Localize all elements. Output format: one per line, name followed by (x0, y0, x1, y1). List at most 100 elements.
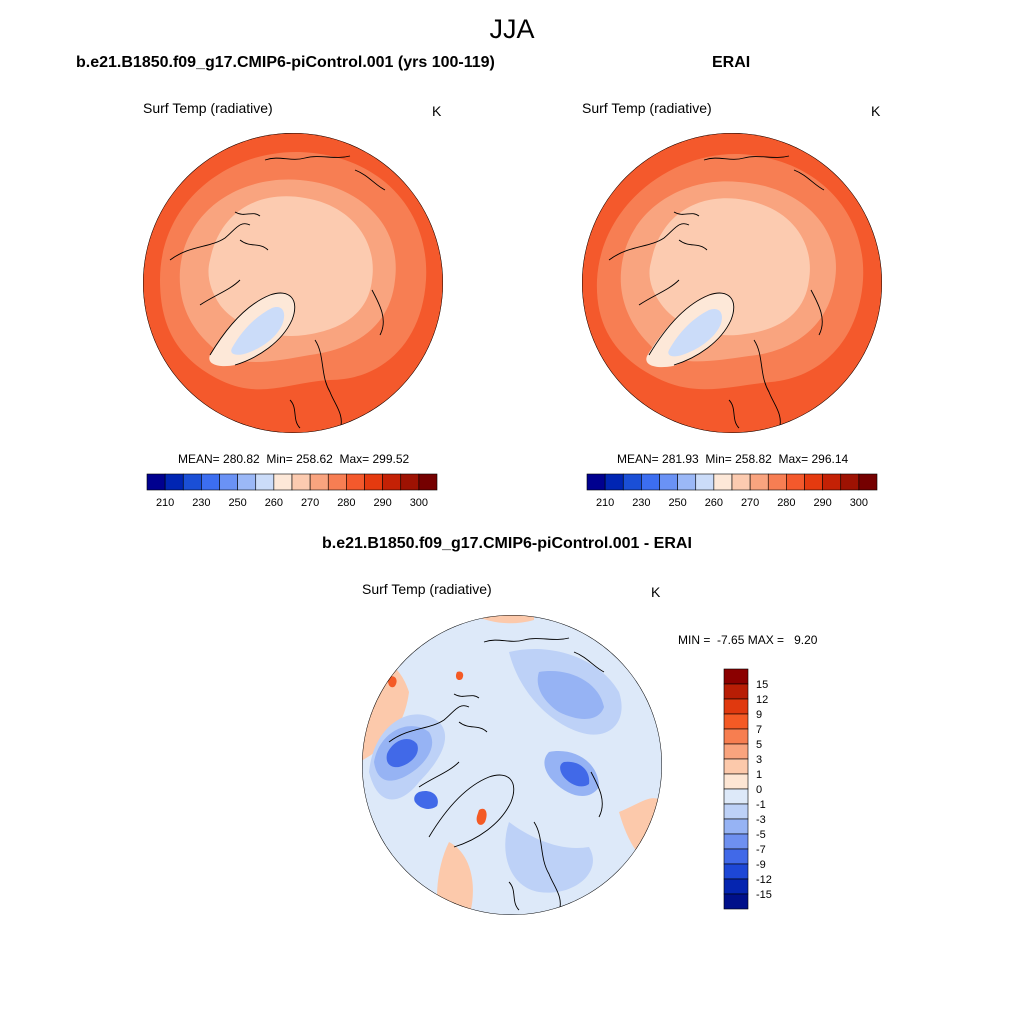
panel-3-variable: Surf Temp (radiative) (362, 581, 492, 597)
map-coastlines (388, 637, 605, 913)
colorbar-swatch (804, 473, 823, 491)
colorbar-tick-label: 230 (192, 497, 210, 509)
colorbar-tick-label: 5 (756, 739, 762, 751)
max-label: Max= (339, 452, 370, 466)
map-fill-greenland-core (231, 307, 285, 355)
panel-2-variable: Surf Temp (radiative) (582, 100, 712, 116)
colorbar-swatch (164, 473, 184, 491)
colorbar-swatch (182, 473, 202, 491)
map-coastlines (608, 155, 825, 431)
colorbar-swatch (382, 473, 402, 491)
min-value: 258.82 (735, 452, 772, 466)
panel-1-stats: MEAN= 280.82 Min= 258.62 Max= 299.52 (178, 452, 409, 466)
map-fill-greenland-core (668, 308, 722, 357)
colorbar-swatch (723, 878, 749, 895)
panel-2-units: K (871, 103, 881, 119)
colorbar-swatch (840, 473, 860, 491)
diff-fill-warm-north (469, 615, 534, 624)
mean-value: 280.82 (223, 452, 260, 466)
colorbar-swatch (723, 683, 749, 700)
colorbar-swatch (767, 473, 787, 491)
colorbar-tick-label: 3 (756, 754, 762, 766)
colorbar-swatch (723, 863, 749, 880)
colorbar-swatch (723, 848, 749, 865)
colorbar-tick-label: 260 (705, 497, 723, 509)
colorbar-swatch (604, 473, 624, 491)
panel-2-colorbar: 210 230 250 260 270 280 290 300 (586, 473, 878, 509)
max-value: 299.52 (372, 452, 410, 466)
colorbar-swatch (723, 713, 749, 730)
colorbar-swatch (749, 473, 769, 491)
map-fill-arctic (208, 196, 373, 336)
colorbar-swatch (400, 473, 420, 491)
panel-1-units: K (432, 103, 442, 119)
colorbar-tick-label: -3 (756, 814, 766, 826)
colorbar-swatch (723, 893, 749, 910)
colorbar-swatch (641, 473, 660, 491)
colorbar-swatch (723, 758, 749, 775)
colorbar-swatch (237, 473, 257, 491)
min-label: MIN = (678, 633, 711, 647)
panel-3-map (362, 615, 662, 915)
max-value: 9.20 (794, 633, 818, 647)
min-label: Min= (705, 452, 732, 466)
colorbar-swatch (327, 473, 347, 491)
colorbar-tick-label: 12 (756, 694, 768, 706)
panel-2-title: ERAI (712, 54, 751, 71)
colorbar-swatch (255, 473, 275, 491)
diff-fill-cooler (374, 671, 604, 797)
colorbar-tick-label: 280 (777, 497, 795, 509)
colorbar-swatch (201, 473, 220, 491)
colorbar-swatch (723, 728, 749, 745)
colorbar-swatch (723, 698, 749, 715)
colorbar-swatch (731, 473, 751, 491)
max-value: 296.14 (811, 452, 849, 466)
min-value: 258.62 (296, 452, 333, 466)
colorbar-tick-label: 9 (756, 709, 762, 721)
colorbar-tick-label: 0 (756, 784, 762, 796)
colorbar-tick-label: 270 (301, 497, 319, 509)
colorbar-swatch (364, 473, 383, 491)
colorbar-tick-label: -12 (756, 874, 772, 886)
panel-1-title: b.e21.B1850.f09_g17.CMIP6-piControl.001 … (76, 54, 495, 71)
colorbar-tick-label: 250 (228, 497, 246, 509)
colorbar-swatch (723, 743, 749, 760)
colorbar-swatch (822, 473, 842, 491)
figure-title: JJA (489, 14, 535, 44)
panel-2-stats: MEAN= 281.93 Min= 258.82 Max= 296.14 (617, 452, 848, 466)
colorbar-tick-label: 210 (596, 497, 614, 509)
panel-3-colorbar: 15 12 9 7 5 3 1 0 -1 -3 -5 -7 -9 -12 -15 (723, 668, 772, 910)
colorbar-tick-label: -1 (756, 799, 766, 811)
colorbar-swatch (418, 473, 438, 491)
colorbar-swatch (622, 473, 642, 491)
colorbar-swatch (146, 473, 166, 491)
colorbar-swatch (786, 473, 805, 491)
colorbar-tick-label: 15 (756, 679, 768, 691)
panel-1-variable: Surf Temp (radiative) (143, 100, 273, 116)
colorbar-tick-label: -9 (756, 859, 766, 871)
panel-1-colorbar: 210 230 250 260 270 280 290 300 (146, 473, 438, 509)
colorbar-tick-label: 300 (410, 497, 428, 509)
colorbar-swatch (291, 473, 311, 491)
colorbar-swatch (695, 473, 715, 491)
colorbar-tick-label: 270 (741, 497, 759, 509)
colorbar-tick-label: -7 (756, 844, 766, 856)
panel-2-map (582, 133, 882, 433)
colorbar-swatch (723, 833, 749, 850)
colorbar-tick-label: -15 (756, 889, 772, 901)
min-label: Min= (266, 452, 293, 466)
mean-value: 281.93 (662, 452, 699, 466)
colorbar-swatch (273, 473, 293, 491)
panel-1-map (143, 133, 443, 433)
max-label: MAX = (747, 633, 785, 647)
colorbar-swatch (219, 473, 238, 491)
mean-label: MEAN= (178, 452, 220, 466)
colorbar-tick-label: 300 (850, 497, 868, 509)
colorbar-swatch (723, 788, 749, 805)
colorbar-swatch (723, 803, 749, 820)
colorbar-swatch (723, 818, 749, 835)
diff-fill-warm-south (437, 842, 473, 915)
colorbar-tick-label: 290 (813, 497, 831, 509)
colorbar-swatch (723, 773, 749, 790)
map-coastlines (169, 155, 386, 431)
